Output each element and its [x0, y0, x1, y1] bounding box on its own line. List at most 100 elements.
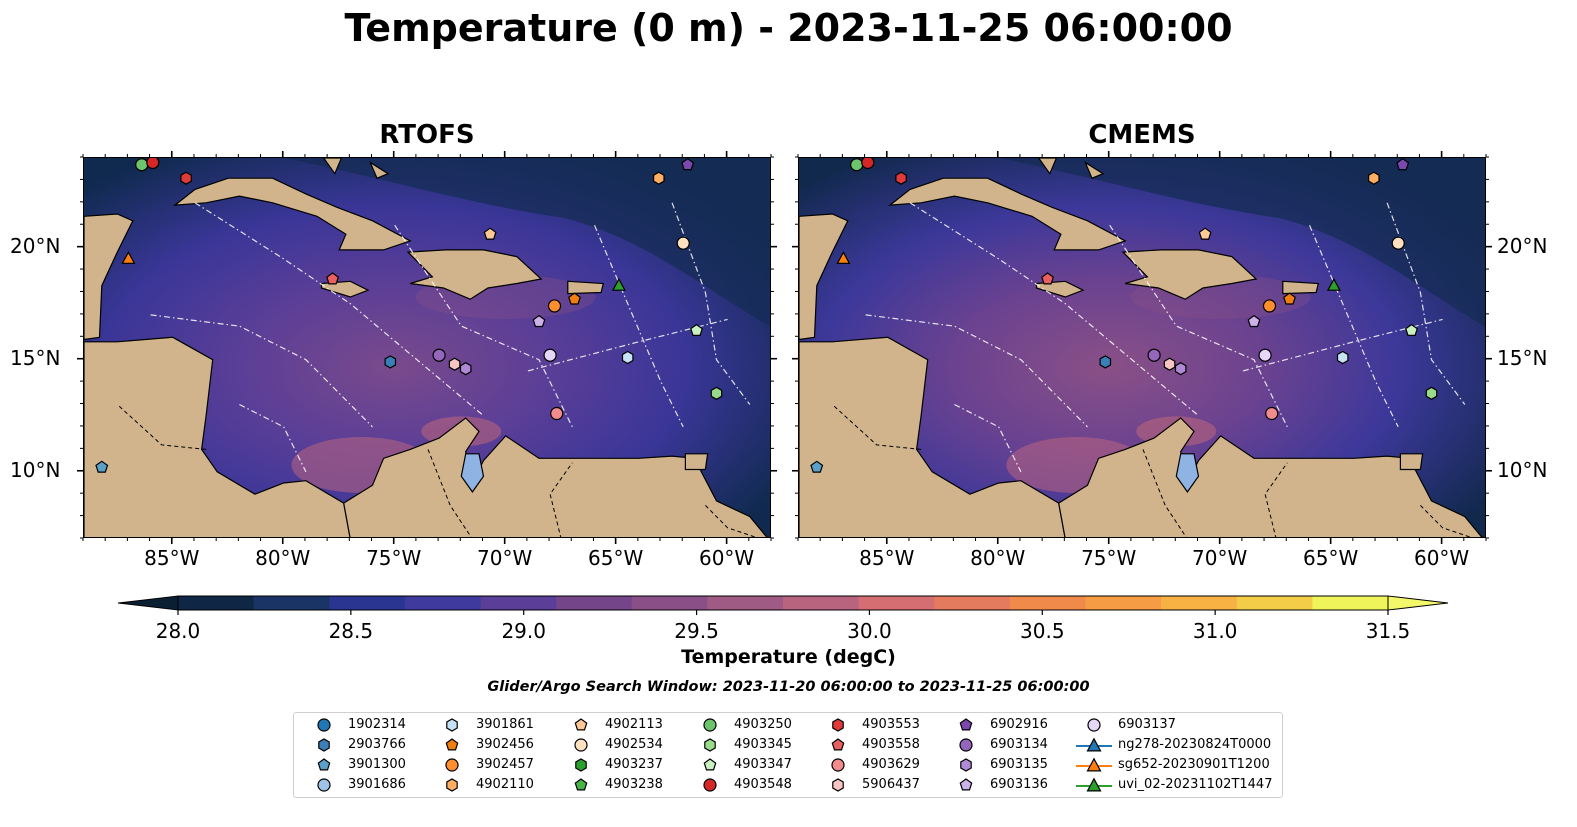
float-marker-0-11 — [611, 277, 626, 291]
colorbar-tick-label: 31.0 — [1193, 619, 1238, 643]
y-tick-label-left: 10°N — [10, 457, 61, 482]
hexagon-marker-icon — [832, 778, 844, 792]
land-bahamas-a — [1037, 158, 1058, 175]
legend-label: 2903766 — [348, 737, 406, 752]
map-panel-cmems — [798, 157, 1486, 538]
pentagon-marker-icon — [959, 778, 973, 791]
legend-marker — [575, 758, 587, 772]
colorbar-segment — [858, 596, 935, 610]
float-marker-1-2 — [895, 171, 907, 185]
y-tick-label-right: 15°N — [1497, 345, 1548, 370]
x-tick-label: 65°W — [1303, 546, 1359, 570]
axis-ticks-0 — [77, 151, 777, 544]
float-marker-1-13 — [1099, 355, 1112, 369]
colorbar-tick-label: 28.0 — [156, 619, 201, 643]
legend-label: 4903237 — [605, 757, 663, 772]
axis-ticks-1 — [792, 151, 1492, 544]
pentagon-marker-icon — [574, 718, 588, 731]
colorbar-segment — [480, 596, 557, 610]
temperature-colorbar: 28.0 28.5 29.0 29.5 30.0 30.5 31.0 31.5 — [117, 595, 1449, 643]
y-tick-label-right: 10°N — [1497, 457, 1548, 482]
colorbar-segment — [329, 596, 406, 610]
hexagon-marker-icon — [960, 758, 972, 772]
legend-marker — [317, 718, 331, 732]
colorbar-tick-label: 30.5 — [1020, 619, 1065, 643]
float-marker-1-10 — [1283, 292, 1296, 305]
colorbar-label: Temperature (degC) — [681, 646, 896, 668]
float-marker-1-4 — [1396, 158, 1410, 171]
land-yucatan — [84, 213, 134, 341]
float-marker-1-17 — [1258, 348, 1272, 362]
float-marker-0-16 — [459, 362, 472, 376]
float-marker-0-20 — [550, 406, 564, 421]
legend-marker — [703, 778, 717, 792]
float-marker-0-6 — [483, 227, 497, 240]
legend-marker — [445, 738, 459, 751]
hexagon-marker-icon — [704, 738, 716, 752]
pentagon-marker-icon — [959, 718, 973, 731]
float-marker-0-12 — [532, 314, 546, 328]
hexagon-marker-icon — [318, 738, 330, 752]
circle-marker-icon — [703, 718, 717, 732]
land-bahamas-a — [322, 158, 343, 175]
legend-label: ng278-20230824T0000 — [1118, 737, 1272, 752]
pentagon-marker-icon — [317, 758, 331, 771]
triangle-line-marker-icon — [1076, 737, 1112, 752]
pentagon-marker-icon — [831, 738, 845, 751]
float-marker-1-15 — [1163, 357, 1176, 371]
land-cuba — [888, 177, 1127, 251]
float-marker-1-6 — [1198, 227, 1212, 240]
panel-title-cmems: CMEMS — [1088, 120, 1196, 150]
float-marker-1-5 — [836, 251, 851, 264]
x-tick-label: 80°W — [255, 546, 311, 570]
circle-marker-icon — [703, 778, 717, 792]
legend-label: 6902916 — [990, 717, 1048, 732]
legend-label: 4903250 — [734, 717, 792, 732]
circle-marker-icon — [445, 758, 459, 772]
float-marker-1-19 — [1425, 386, 1438, 400]
legend-label: 6903134 — [990, 737, 1048, 752]
legend-label: 4903553 — [862, 717, 920, 732]
x-tick-label: 80°W — [970, 546, 1026, 570]
land-cuba — [173, 177, 412, 251]
float-marker-0-21 — [95, 460, 109, 473]
legend-label: 6903137 — [1118, 717, 1176, 732]
legend-label: sg652-20230901T1200 — [1118, 757, 1270, 772]
legend-marker — [318, 738, 330, 752]
lake-maracaibo — [1175, 453, 1200, 493]
colorbar-segment — [1085, 596, 1162, 610]
float-marker-1-8 — [1041, 272, 1055, 285]
pentagon-marker-icon — [703, 758, 717, 771]
x-tick-label: 70°W — [1192, 546, 1248, 570]
land-puerto-rico — [567, 280, 605, 295]
land-bahamas-b — [1083, 160, 1105, 179]
hexagon-marker-icon — [832, 718, 844, 732]
float-marker-0-8 — [326, 272, 340, 285]
float-marker-0-18 — [621, 350, 634, 365]
colorbar-tick-label: 30.0 — [847, 619, 892, 643]
colorbar-segment — [404, 596, 481, 610]
float-marker-1-14 — [1147, 348, 1161, 362]
float-marker-0-14 — [432, 348, 446, 362]
colorbar-tick-label: 29.5 — [674, 619, 719, 643]
x-tick-label: 60°W — [1413, 546, 1470, 570]
triangle-line-marker-icon — [1076, 757, 1112, 772]
legend-label: 4903558 — [862, 737, 920, 752]
float-marker-0-2 — [180, 171, 192, 185]
circle-marker-icon — [831, 758, 845, 772]
legend-marker — [704, 738, 716, 752]
land-yucatan — [799, 213, 849, 341]
land-south-america — [343, 417, 768, 537]
legend-marker — [959, 738, 973, 752]
colorbar-segment — [556, 596, 633, 610]
hexagon-marker-icon — [575, 758, 587, 772]
float-marker-1-12 — [1247, 314, 1261, 328]
legend-label: 1902314 — [348, 717, 406, 732]
search-window-text: Glider/Argo Search Window: 2023-11-20 06… — [487, 679, 1090, 695]
map-panel-rtofs — [83, 157, 771, 538]
legend-marker — [574, 738, 588, 752]
circle-marker-icon — [1087, 718, 1101, 732]
x-tick-label: 85°W — [859, 546, 915, 570]
legend-label: 3902457 — [476, 757, 534, 772]
colorbar-tick-label: 29.0 — [501, 619, 546, 643]
